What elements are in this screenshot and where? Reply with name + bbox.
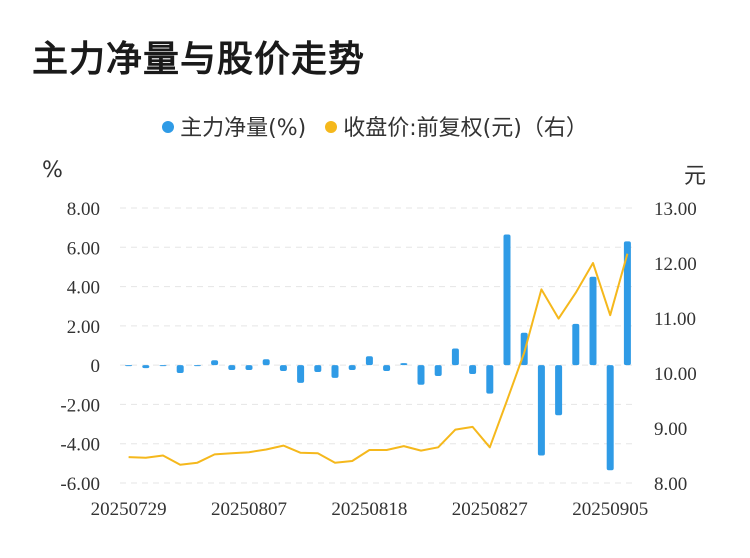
x-tick-label: 20250729 — [91, 499, 167, 520]
bar — [159, 365, 167, 367]
bar — [503, 234, 511, 366]
y-right-tick-label: 9.00 — [654, 419, 687, 440]
y-left-tick-label: 4.00 — [67, 278, 100, 299]
y-left-tick-label: -4.00 — [60, 435, 100, 456]
bar — [331, 365, 339, 378]
bar — [228, 365, 236, 371]
x-tick-label: 20250905 — [572, 499, 648, 520]
bar — [279, 365, 287, 372]
bar — [434, 365, 442, 376]
bar — [400, 363, 408, 366]
bar — [262, 359, 270, 366]
bar — [572, 323, 580, 366]
bar — [589, 276, 597, 366]
bar — [555, 365, 563, 416]
y-left-tick-label: 0 — [91, 356, 101, 377]
legend-item-close-price[interactable]: 收盘价:前复权(元)（右） — [325, 110, 588, 142]
bar — [348, 365, 356, 371]
left-axis-unit: % — [42, 158, 63, 183]
bar — [417, 365, 425, 385]
bar — [314, 365, 322, 373]
y-right-tick-label: 13.00 — [654, 199, 697, 220]
y-left-tick-label: 2.00 — [67, 317, 100, 338]
bar — [451, 348, 459, 366]
legend-label-net-flow: 主力净量(%) — [180, 116, 307, 141]
bar — [193, 365, 201, 367]
chart-title: 主力净量与股价走势 — [32, 39, 366, 80]
x-tick-label: 20250827 — [452, 499, 528, 520]
y-left-tick-label: -6.00 — [60, 474, 100, 495]
y-right-tick-label: 8.00 — [654, 474, 687, 495]
bar — [537, 365, 545, 456]
x-tick-label: 20250818 — [331, 499, 407, 520]
bar — [297, 365, 305, 383]
y-right-tick-label: 10.00 — [654, 364, 697, 385]
y-right-tick-label: 11.00 — [654, 309, 696, 330]
bar — [469, 365, 477, 374]
legend-item-net-flow[interactable]: 主力净量(%) — [162, 110, 306, 142]
right-axis-unit: 元 — [684, 164, 707, 189]
bar — [486, 365, 494, 394]
y-left-tick-label: -2.00 — [60, 395, 100, 416]
bar — [606, 365, 614, 471]
legend-marker-close-price — [325, 121, 338, 133]
y-right-tick-label: 12.00 — [654, 254, 697, 275]
legend-label-close-price: 收盘价:前复权(元)（右） — [343, 116, 588, 141]
close-price-line — [128, 253, 629, 466]
bar — [176, 365, 184, 373]
bar — [125, 365, 133, 367]
bar — [623, 241, 631, 366]
bar — [365, 356, 373, 366]
y-left-tick-label: 8.00 — [67, 199, 100, 220]
x-tick-label: 20250807 — [211, 499, 287, 520]
chart-legend: 主力净量(%) 收盘价:前复权(元)（右） — [0, 110, 750, 142]
bar — [245, 365, 253, 371]
bar — [211, 360, 219, 366]
bar — [142, 365, 150, 369]
legend-marker-net-flow — [162, 121, 175, 133]
y-left-tick-label: 6.00 — [67, 238, 100, 259]
bar — [383, 365, 391, 372]
